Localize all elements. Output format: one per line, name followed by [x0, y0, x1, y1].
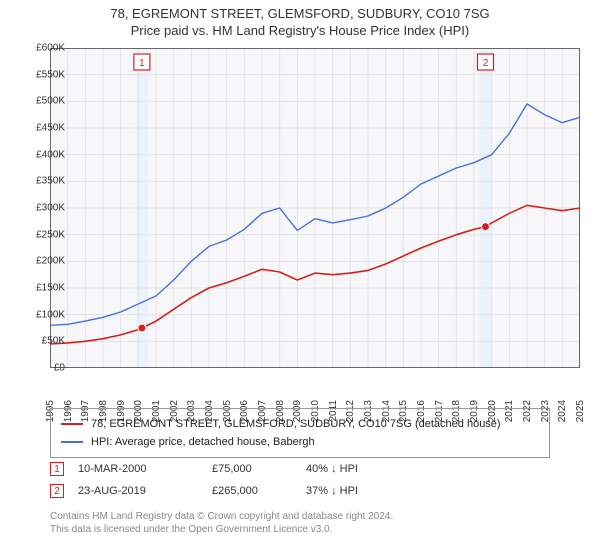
legend-swatch — [61, 423, 83, 425]
sale-marker-flag-2: 2 — [477, 54, 493, 70]
legend-swatch — [61, 441, 83, 443]
footnote-line2: This data is licensed under the Open Gov… — [50, 523, 550, 536]
sale-marker-dot-2 — [481, 223, 489, 231]
chart-container: { "title": { "line1": "78, EGREMONT STRE… — [0, 0, 600, 560]
y-tick-label: £450K — [36, 123, 65, 134]
sale-row: 1 10-MAR-2000 £75,000 40% ↓ HPI — [50, 458, 550, 480]
legend-label: HPI: Average price, detached house, Babe… — [91, 436, 315, 448]
chart-subtitle: Price paid vs. HM Land Registry's House … — [0, 23, 600, 38]
y-tick-label: £250K — [36, 229, 65, 240]
y-tick-label: £150K — [36, 283, 65, 294]
legend-label: 78, EGREMONT STREET, GLEMSFORD, SUDBURY,… — [91, 418, 501, 430]
sales-table: 1 10-MAR-2000 £75,000 40% ↓ HPI 2 23-AUG-2019… — [50, 458, 550, 502]
sale-price: £265,000 — [212, 485, 292, 497]
svg-text:1: 1 — [139, 58, 145, 69]
sale-price: £75,000 — [212, 463, 292, 475]
sale-marker-dot-1 — [138, 324, 146, 332]
legend-item: 78, EGREMONT STREET, GLEMSFORD, SUDBURY,… — [61, 415, 539, 433]
y-tick-label: £400K — [36, 149, 65, 160]
sale-row: 2 23-AUG-2019 £265,000 37% ↓ HPI — [50, 480, 550, 502]
chart-title: 78, EGREMONT STREET, GLEMSFORD, SUDBURY,… — [0, 6, 600, 21]
x-tick-label: 2024 — [557, 400, 568, 422]
y-tick-label: £0 — [54, 363, 65, 374]
y-tick-label: £350K — [36, 176, 65, 187]
sale-gap: 40% ↓ HPI — [306, 463, 376, 475]
sale-gap: 37% ↓ HPI — [306, 485, 376, 497]
chart-svg: 12 — [50, 48, 580, 368]
y-tick-label: £200K — [36, 256, 65, 267]
sale-date: 23-AUG-2019 — [78, 485, 198, 497]
chart-plot-area: 12 — [50, 48, 580, 368]
chart-title-block: 78, EGREMONT STREET, GLEMSFORD, SUDBURY,… — [0, 0, 600, 38]
y-tick-label: £50K — [42, 336, 65, 347]
sale-marker-flag-1: 1 — [134, 54, 150, 70]
sale-row-marker: 1 — [50, 462, 64, 476]
svg-text:2: 2 — [483, 58, 489, 69]
y-tick-label: £550K — [36, 69, 65, 80]
y-tick-label: £600K — [36, 43, 65, 54]
legend-item: HPI: Average price, detached house, Babe… — [61, 433, 539, 451]
y-tick-label: £300K — [36, 203, 65, 214]
footnote-line1: Contains HM Land Registry data © Crown c… — [50, 510, 550, 523]
y-tick-label: £500K — [36, 96, 65, 107]
sale-date: 10-MAR-2000 — [78, 463, 198, 475]
footnote: Contains HM Land Registry data © Crown c… — [50, 510, 550, 536]
y-tick-label: £100K — [36, 309, 65, 320]
legend: 78, EGREMONT STREET, GLEMSFORD, SUDBURY,… — [50, 408, 550, 458]
x-tick-label: 2025 — [575, 400, 586, 422]
sale-row-marker: 2 — [50, 484, 64, 498]
